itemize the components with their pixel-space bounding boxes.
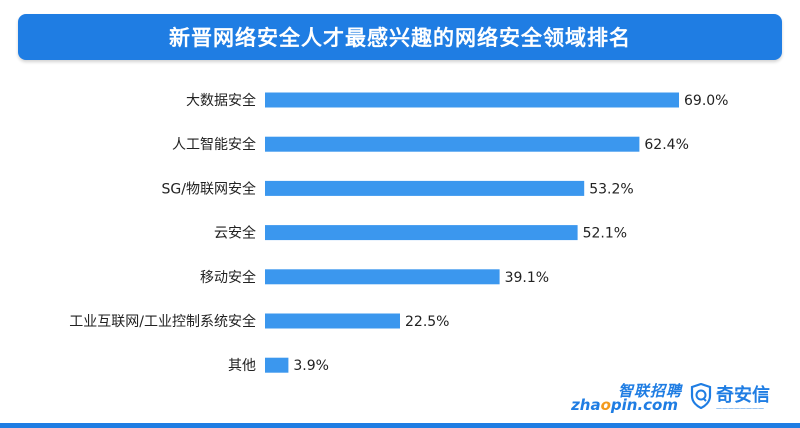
category-label: 人工智能安全 bbox=[172, 136, 256, 153]
bar bbox=[265, 92, 679, 108]
zhaopin-logo-cn: 智联招聘 bbox=[617, 382, 682, 400]
value-label: 39.1% bbox=[505, 270, 549, 286]
category-label: 其他 bbox=[228, 358, 256, 374]
value-label: 3.9% bbox=[293, 358, 329, 374]
zhaopin-logo-en-accent: o bbox=[600, 396, 611, 414]
shield-q-icon bbox=[690, 383, 712, 409]
value-label: 62.4% bbox=[644, 137, 688, 153]
bar bbox=[265, 357, 289, 373]
qax-logo: 奇安信 ———————— bbox=[690, 381, 790, 421]
category-label: 云安全 bbox=[214, 225, 256, 242]
bar bbox=[265, 180, 585, 196]
value-label: 52.1% bbox=[583, 226, 627, 242]
qax-logo-name: 奇安信 bbox=[716, 385, 770, 406]
footer-accent-line bbox=[0, 423, 800, 428]
value-label: 69.0% bbox=[684, 93, 728, 109]
zhaopin-logo: 智联招聘 zhaopin.com bbox=[568, 380, 684, 420]
bar bbox=[265, 136, 640, 152]
qax-logo-tagline: ———————— bbox=[716, 405, 764, 412]
value-label: 53.2% bbox=[589, 181, 633, 197]
zhaopin-logo-en-part2: pin.com bbox=[610, 396, 678, 414]
zhaopin-logo-en-part1: zha bbox=[571, 396, 601, 414]
zhaopin-logo-en: zhaopin.com bbox=[571, 396, 678, 414]
category-label: SG/物联网安全 bbox=[162, 180, 256, 197]
category-label: 工业互联网/工业控制系统安全 bbox=[69, 313, 256, 330]
chart-title: 新晋网络安全人才最感兴趣的网络安全领域排名 bbox=[18, 14, 782, 60]
bar bbox=[265, 313, 400, 329]
bar bbox=[265, 269, 500, 285]
category-label: 移动安全 bbox=[200, 269, 256, 286]
value-label: 22.5% bbox=[405, 314, 449, 330]
category-label: 大数据安全 bbox=[186, 92, 256, 109]
bar bbox=[265, 225, 578, 241]
